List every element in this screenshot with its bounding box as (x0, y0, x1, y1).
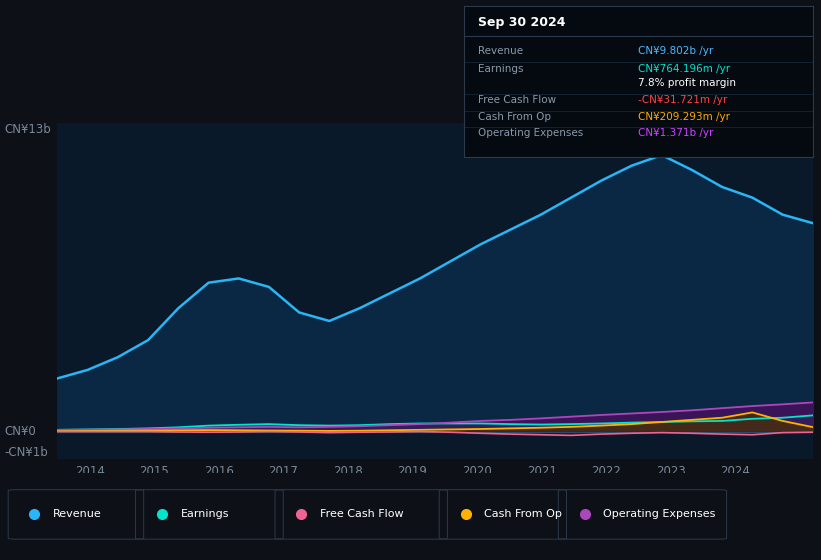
Text: -CN¥1b: -CN¥1b (4, 446, 48, 459)
Text: Revenue: Revenue (478, 46, 523, 56)
Text: Sep 30 2024: Sep 30 2024 (478, 16, 566, 29)
Text: CN¥0: CN¥0 (4, 425, 36, 438)
Text: CN¥209.293m /yr: CN¥209.293m /yr (639, 112, 731, 122)
Text: Earnings: Earnings (478, 64, 523, 74)
Text: CN¥13b: CN¥13b (4, 123, 51, 137)
Text: -CN¥31.721m /yr: -CN¥31.721m /yr (639, 95, 727, 105)
Text: Free Cash Flow: Free Cash Flow (478, 95, 556, 105)
Text: Operating Expenses: Operating Expenses (603, 510, 716, 520)
Text: Operating Expenses: Operating Expenses (478, 128, 583, 138)
Text: CN¥1.371b /yr: CN¥1.371b /yr (639, 128, 713, 138)
Text: CN¥9.802b /yr: CN¥9.802b /yr (639, 46, 713, 56)
Text: CN¥764.196m /yr: CN¥764.196m /yr (639, 64, 731, 74)
Text: Free Cash Flow: Free Cash Flow (320, 510, 404, 520)
Text: Cash From Op: Cash From Op (478, 112, 551, 122)
Text: 7.8% profit margin: 7.8% profit margin (639, 78, 736, 88)
Text: Earnings: Earnings (181, 510, 229, 520)
Text: Revenue: Revenue (53, 510, 102, 520)
Text: Cash From Op: Cash From Op (484, 510, 562, 520)
